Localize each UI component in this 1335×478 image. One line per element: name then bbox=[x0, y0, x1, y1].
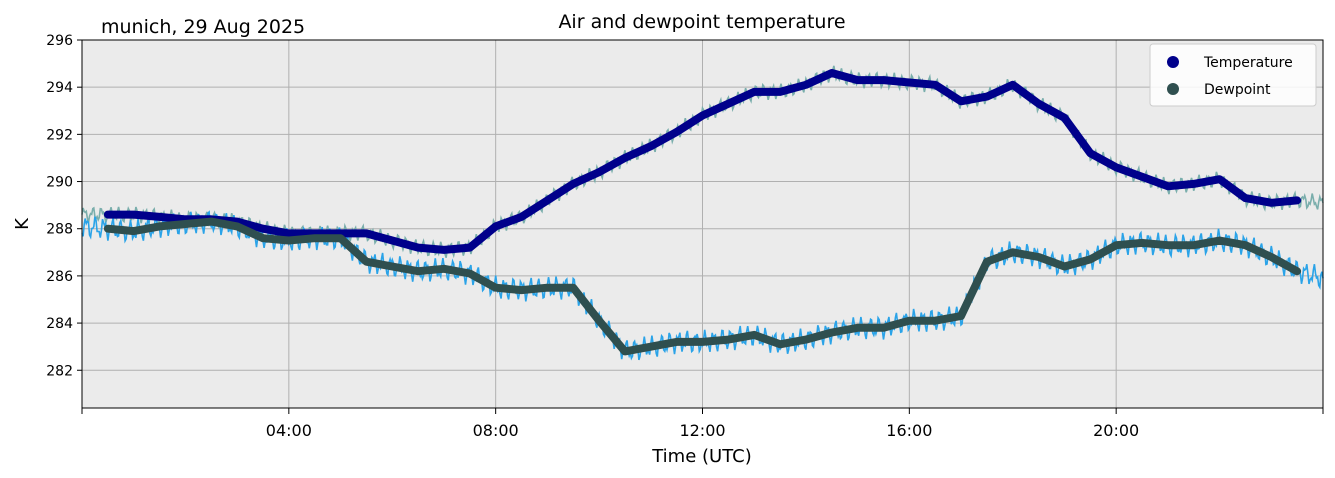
legend-temperature-label: Temperature bbox=[1203, 55, 1293, 71]
y-tick-label: 284 bbox=[46, 316, 73, 332]
y-axis: 282 284 286 288 290 292 294 296 bbox=[46, 33, 82, 379]
legend-dewpoint-marker bbox=[1167, 83, 1179, 95]
y-tick-label: 286 bbox=[46, 269, 73, 285]
smoothed-series bbox=[103, 69, 1302, 356]
x-tick-label: 12:00 bbox=[679, 421, 725, 440]
x-tick-label: 16:00 bbox=[886, 421, 932, 440]
y-tick-label: 288 bbox=[46, 222, 73, 238]
legend-box bbox=[1149, 43, 1317, 107]
chart-title: Air and dewpoint temperature bbox=[558, 11, 845, 33]
x-tick-label: 20:00 bbox=[1093, 421, 1139, 440]
y-tick-label: 294 bbox=[46, 80, 73, 96]
legend-temperature-marker bbox=[1167, 56, 1179, 68]
y-tick-label: 290 bbox=[46, 175, 73, 191]
smooth-line-dewpoint bbox=[103, 217, 1302, 356]
y-tick-label: 296 bbox=[46, 33, 73, 49]
x-tick-label: 08:00 bbox=[473, 421, 519, 440]
x-axis: 04:00 08:00 12:00 16:00 20:00 bbox=[81, 408, 1324, 440]
x-axis-title: Time (UTC) bbox=[651, 446, 752, 467]
y-tick-label: 282 bbox=[46, 363, 73, 379]
chart-subtitle: munich, 29 Aug 2025 bbox=[101, 16, 305, 38]
y-tick-label: 292 bbox=[46, 127, 73, 143]
grid bbox=[82, 40, 1323, 408]
smooth-line-temperature bbox=[103, 69, 1302, 254]
x-tick-label: 04:00 bbox=[266, 421, 312, 440]
legend: Temperature Dewpoint bbox=[1149, 43, 1317, 107]
y-axis-title: K bbox=[12, 217, 33, 230]
legend-dewpoint-label: Dewpoint bbox=[1204, 82, 1271, 98]
